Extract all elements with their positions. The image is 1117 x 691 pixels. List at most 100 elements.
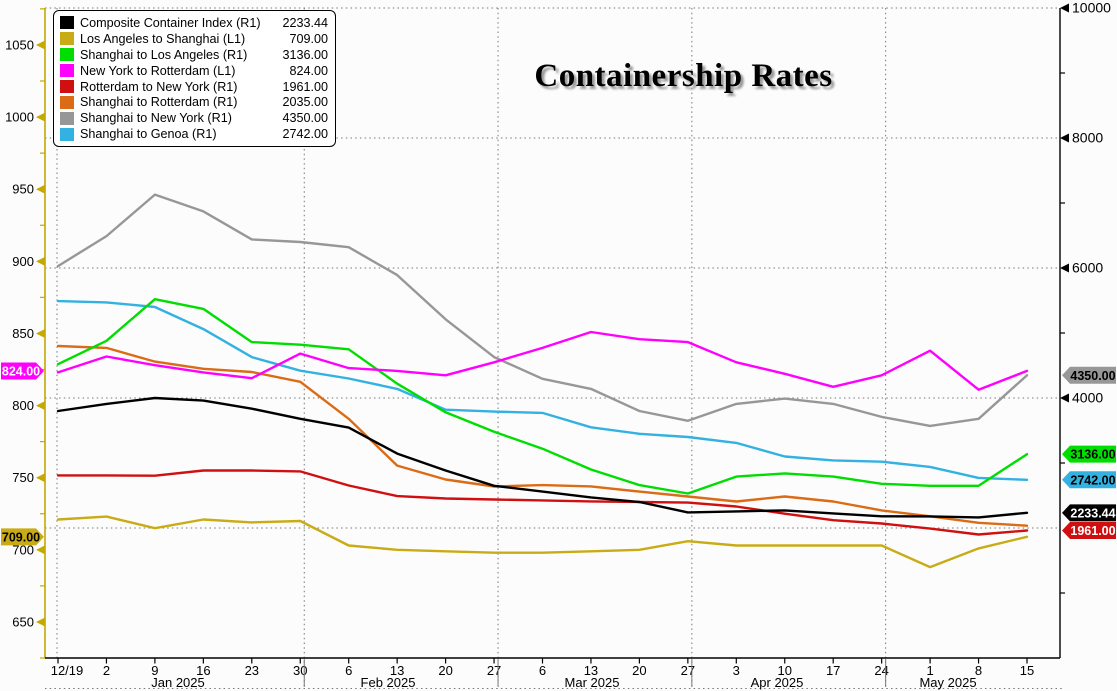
x-tick-label: 27 (681, 663, 695, 678)
right-value-flag-2742-00 (1062, 471, 1116, 489)
legend-value: 2742.00 (282, 127, 328, 142)
series-line-los-angeles-to-shanghai (56, 515, 1029, 569)
x-tick-label: 23 (245, 663, 259, 678)
x-tick-label: 30 (293, 663, 307, 678)
series-line-shanghai-to-los-angeles (56, 298, 1029, 495)
x-tick-label: 8 (975, 663, 982, 678)
legend-label: New York to Rotterdam (L1) (80, 63, 236, 78)
right-value-flag-text: 2233.44 (1070, 506, 1115, 520)
legend-label: Shanghai to Rotterdam (R1) (80, 95, 238, 110)
right-axis-label: 4000 (1072, 390, 1103, 406)
legend-label: Shanghai to New York (R1) (80, 111, 232, 126)
legend-swatch (60, 48, 74, 62)
x-tick-label: 12/19 (51, 663, 84, 678)
x-tick-label: 9 (151, 663, 158, 678)
right-tick-arrow (1060, 263, 1069, 273)
series-line-new-york-to-rotterdam (56, 330, 1029, 391)
x-tick-label: 1 (926, 663, 933, 678)
x-tick-label: 6 (539, 663, 546, 678)
x-axis-ticks: 12/19 2 9 16 23 30 6 13 20 27 6 13 20 27 3 10 17 24 1 8 15 Ja… (51, 658, 1034, 690)
series-line-shanghai-to-genoa (56, 299, 1029, 481)
month-label: Mar 2025 (565, 675, 620, 690)
right-value-flag-text: 2742.00 (1070, 473, 1115, 487)
right-value-flag-3136-00 (1062, 445, 1116, 463)
series-line-composite-container-index (56, 396, 1029, 519)
legend-swatch (60, 32, 74, 46)
left-tick-arrow (36, 112, 45, 122)
legend-box: Composite Container Index (R1) 2233.44 Los… (53, 10, 336, 148)
right-tick-arrow (1060, 3, 1069, 13)
left-tick-arrow (36, 328, 45, 338)
x-tick-label: 15 (1020, 663, 1034, 678)
legend-value: 4350.00 (282, 111, 328, 126)
legend-item-rotterdam-to-new-york-r1: Rotterdam to New York (R1) 1961.00 (60, 79, 328, 95)
left-value-flag-text: 709.00 (2, 530, 40, 544)
right-tick-arrow (1060, 393, 1069, 403)
right-value-flag-2233-44 (1062, 504, 1116, 522)
x-tick-label: 3 (733, 663, 740, 678)
legend-label: Shanghai to Genoa (R1) (80, 127, 217, 142)
right-axis-label: 6000 (1072, 260, 1103, 276)
x-tick-label: 16 (196, 663, 210, 678)
legend-swatch (60, 127, 74, 141)
left-tick-arrow (36, 184, 45, 194)
x-tick-label: 20 (438, 663, 452, 678)
right-axis-ticks: 4000 6000 8000 10000 (1060, 0, 1111, 594)
left-axis-label: 950 (12, 182, 34, 197)
left-tick-arrow (36, 40, 45, 50)
legend-item-new-york-to-rotterdam-l1: New York to Rotterdam (L1) 824.00 (60, 63, 328, 79)
left-axis-label: 750 (12, 470, 34, 485)
series-lines (56, 193, 1029, 569)
left-value-flag-824-00 (1, 362, 44, 380)
legend-swatch (60, 111, 74, 125)
x-tick-label: 10 (778, 663, 792, 678)
month-label: May 2025 (919, 675, 976, 690)
legend-label: Composite Container Index (R1) (80, 15, 261, 30)
legend-value: 709.00 (289, 31, 328, 46)
month-label: Apr 2025 (751, 675, 804, 690)
right-axis-label: 10000 (1072, 0, 1111, 16)
series-line-shanghai-to-rotterdam (56, 344, 1029, 527)
legend-value: 3136.00 (282, 47, 328, 62)
legend-value: 2035.00 (282, 95, 328, 110)
month-label: Feb 2025 (361, 675, 416, 690)
legend-swatch (60, 16, 74, 30)
x-tick-label: 2 (103, 663, 110, 678)
legend-item-shanghai-to-new-york-r1: Shanghai to New York (R1) 4350.00 (60, 110, 328, 126)
series-line-shanghai-to-new-york (56, 193, 1029, 428)
left-value-flag-text: 824.00 (2, 364, 40, 378)
legend-value: 1961.00 (282, 79, 328, 94)
legend-item-shanghai-to-genoa-r1: Shanghai to Genoa (R1) 2742.00 (60, 126, 328, 142)
x-tick-label: 20 (632, 663, 646, 678)
x-tick-label: 13 (584, 663, 598, 678)
left-tick-arrow (36, 545, 45, 555)
x-tick-label: 24 (874, 663, 888, 678)
legend-value: 824.00 (289, 63, 328, 78)
left-tick-arrow (36, 617, 45, 627)
left-tick-arrow (36, 401, 45, 411)
x-tick-label: 27 (487, 663, 501, 678)
x-tick-label: 13 (390, 663, 404, 678)
legend-swatch (60, 64, 74, 78)
left-axis-label: 1000 (5, 110, 34, 125)
right-value-flag-text: 3136.00 (1070, 448, 1115, 462)
legend-label: Los Angeles to Shanghai (L1) (80, 31, 246, 46)
right-tick-arrow (1060, 133, 1069, 143)
left-axis-label: 650 (12, 614, 34, 629)
right-value-flag-4350-00 (1062, 366, 1116, 384)
legend-swatch (60, 80, 74, 93)
right-value-flag-1961-00 (1062, 522, 1116, 540)
left-tick-arrow (36, 256, 45, 266)
left-axis-label: 900 (12, 254, 34, 269)
legend-item-los-angeles-to-shanghai-l1: Los Angeles to Shanghai (L1) 709.00 (60, 31, 328, 47)
left-tick-arrow (36, 473, 45, 483)
legend-item-composite-container-index-r1: Composite Container Index (R1) 2233.44 (60, 15, 328, 31)
right-value-flag-text: 4350.00 (1070, 369, 1115, 383)
legend-swatch (60, 95, 74, 109)
legend-item-shanghai-to-los-angeles-r1: Shanghai to Los Angeles (R1) 3136.00 (60, 47, 328, 63)
series-line-rotterdam-to-new-york (56, 469, 1029, 536)
right-axis-label: 8000 (1072, 130, 1103, 146)
left-axis-ticks: 650 700 750 800 850 900 950 1000 1050 (5, 8, 45, 659)
